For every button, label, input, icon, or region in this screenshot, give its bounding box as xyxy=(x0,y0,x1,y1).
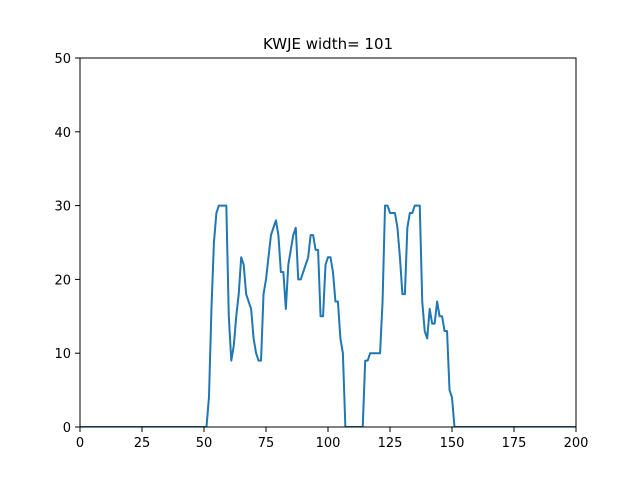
x-tick-label: 50 xyxy=(196,436,213,451)
y-tick-label: 30 xyxy=(54,200,71,215)
series-line-0 xyxy=(80,204,576,427)
y-tick-label: 50 xyxy=(54,52,71,67)
x-tick-label: 150 xyxy=(440,436,465,451)
y-tick-label: 0 xyxy=(63,421,71,436)
y-tick-label: 40 xyxy=(54,126,71,141)
plot-frame xyxy=(79,57,577,428)
axes: 0 25 50 75 100 125 150 175 200 0 10 20 30 40 50 xyxy=(54,52,588,451)
x-tick-label: 125 xyxy=(378,436,403,451)
x-tick-label: 100 xyxy=(316,436,341,451)
x-tick-label: 75 xyxy=(258,436,275,451)
y-tick-label: 20 xyxy=(54,273,71,288)
x-tick-label: 200 xyxy=(564,436,589,451)
x-tick-label: 175 xyxy=(502,436,527,451)
x-tick-label: 0 xyxy=(76,436,84,451)
chart-title: KWJE width= 101 xyxy=(263,35,393,53)
x-tick-label: 25 xyxy=(134,436,151,451)
y-tick-label: 10 xyxy=(54,347,71,362)
plot-area xyxy=(80,204,576,427)
